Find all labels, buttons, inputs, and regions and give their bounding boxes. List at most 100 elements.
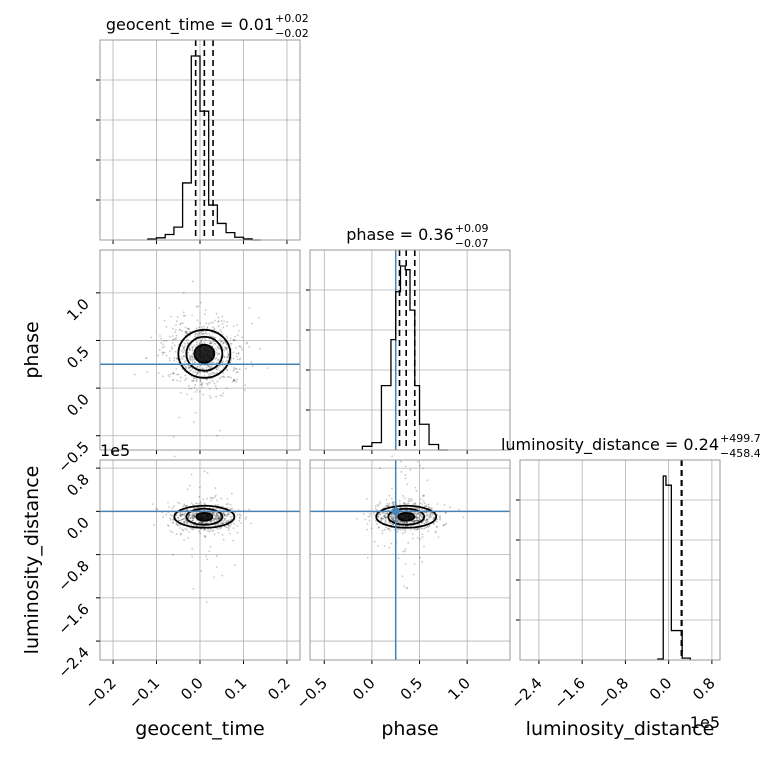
sample-point — [176, 357, 179, 360]
sample-point — [421, 516, 423, 518]
sample-point — [238, 513, 241, 516]
sample-point — [436, 520, 438, 523]
sample-point — [200, 330, 203, 333]
sample-point — [401, 532, 404, 535]
sample-point — [204, 332, 207, 335]
sample-point — [214, 523, 217, 526]
sample-point — [232, 527, 235, 530]
sample-point — [423, 545, 425, 548]
sample-point — [168, 359, 171, 362]
sample-point — [170, 315, 173, 318]
sample-point — [216, 368, 219, 371]
y-tick-label: 0.0 — [63, 390, 93, 420]
x-tick-label: −0.5 — [293, 674, 331, 712]
sample-point — [179, 328, 182, 331]
sample-point — [429, 511, 432, 514]
sample-point — [191, 519, 194, 522]
sample-point — [221, 315, 224, 318]
sample-point — [193, 515, 195, 518]
sample-point — [419, 498, 422, 501]
sample-point — [206, 472, 209, 474]
sample-point — [163, 345, 166, 348]
sample-point — [381, 532, 384, 535]
sample-point — [429, 516, 432, 519]
sample-point — [174, 350, 177, 353]
sample-point — [233, 368, 236, 371]
sample-point — [188, 334, 191, 337]
sample-point — [235, 346, 237, 349]
sample-point — [391, 514, 394, 517]
sample-point — [436, 513, 439, 516]
sample-point — [417, 527, 420, 530]
sample-point — [180, 376, 182, 379]
sample-point — [216, 507, 218, 510]
sample-point — [183, 349, 186, 352]
sample-point — [195, 327, 198, 330]
sample-point — [443, 504, 446, 506]
sample-point — [392, 523, 395, 526]
sample-point — [199, 521, 202, 524]
sample-point — [232, 339, 235, 341]
sample-point — [420, 515, 422, 518]
sample-point — [221, 341, 224, 343]
sample-point — [216, 380, 219, 383]
sample-point — [223, 519, 226, 522]
sample-point — [380, 516, 382, 519]
panel-2-2 — [516, 460, 720, 664]
sample-point — [198, 521, 200, 524]
sample-point — [190, 369, 193, 371]
sample-point — [207, 522, 210, 524]
sample-point — [172, 338, 175, 341]
sample-point — [174, 331, 176, 334]
sample-point — [215, 517, 218, 520]
sample-point — [413, 502, 416, 505]
contour — [177, 328, 232, 379]
sample-point — [227, 520, 229, 522]
sample-point — [188, 514, 191, 516]
sample-point — [386, 502, 389, 505]
sample-point — [183, 360, 186, 363]
sample-point — [190, 528, 193, 530]
sample-point — [443, 524, 446, 527]
sample-point — [414, 503, 416, 506]
sample-point — [216, 351, 218, 354]
sample-point — [391, 497, 393, 500]
sample-point — [180, 356, 183, 359]
sample-point — [239, 345, 242, 348]
sample-point — [422, 520, 425, 523]
sample-point — [417, 523, 420, 526]
sample-point — [201, 521, 204, 524]
sample-point — [201, 383, 204, 385]
sample-point — [416, 528, 419, 531]
sample-point — [427, 526, 430, 528]
sample-point — [183, 521, 186, 523]
sample-point — [172, 379, 175, 382]
sample-point — [196, 366, 199, 368]
sample-point — [393, 515, 395, 518]
sample-point — [193, 512, 196, 515]
sample-point — [227, 502, 230, 505]
sample-point — [238, 517, 241, 519]
sample-point — [208, 342, 211, 344]
sample-point — [221, 505, 224, 508]
sample-point — [415, 514, 418, 516]
sample-point — [196, 365, 199, 368]
sample-point — [201, 386, 204, 389]
sample-point — [193, 513, 195, 516]
sample-point — [225, 369, 228, 371]
sample-point — [186, 327, 189, 330]
sample-point — [190, 397, 193, 400]
sample-point — [217, 516, 219, 519]
sample-point — [398, 499, 401, 502]
sample-point — [192, 503, 194, 506]
sample-point — [226, 506, 229, 509]
sample-point — [214, 515, 217, 518]
sample-point — [220, 526, 223, 529]
sample-point — [403, 585, 406, 588]
sample-point — [239, 357, 242, 360]
sample-point — [225, 519, 228, 522]
sample-point — [205, 601, 208, 604]
sample-point — [196, 372, 199, 375]
sample-point — [196, 333, 199, 336]
sample-point — [248, 306, 251, 309]
